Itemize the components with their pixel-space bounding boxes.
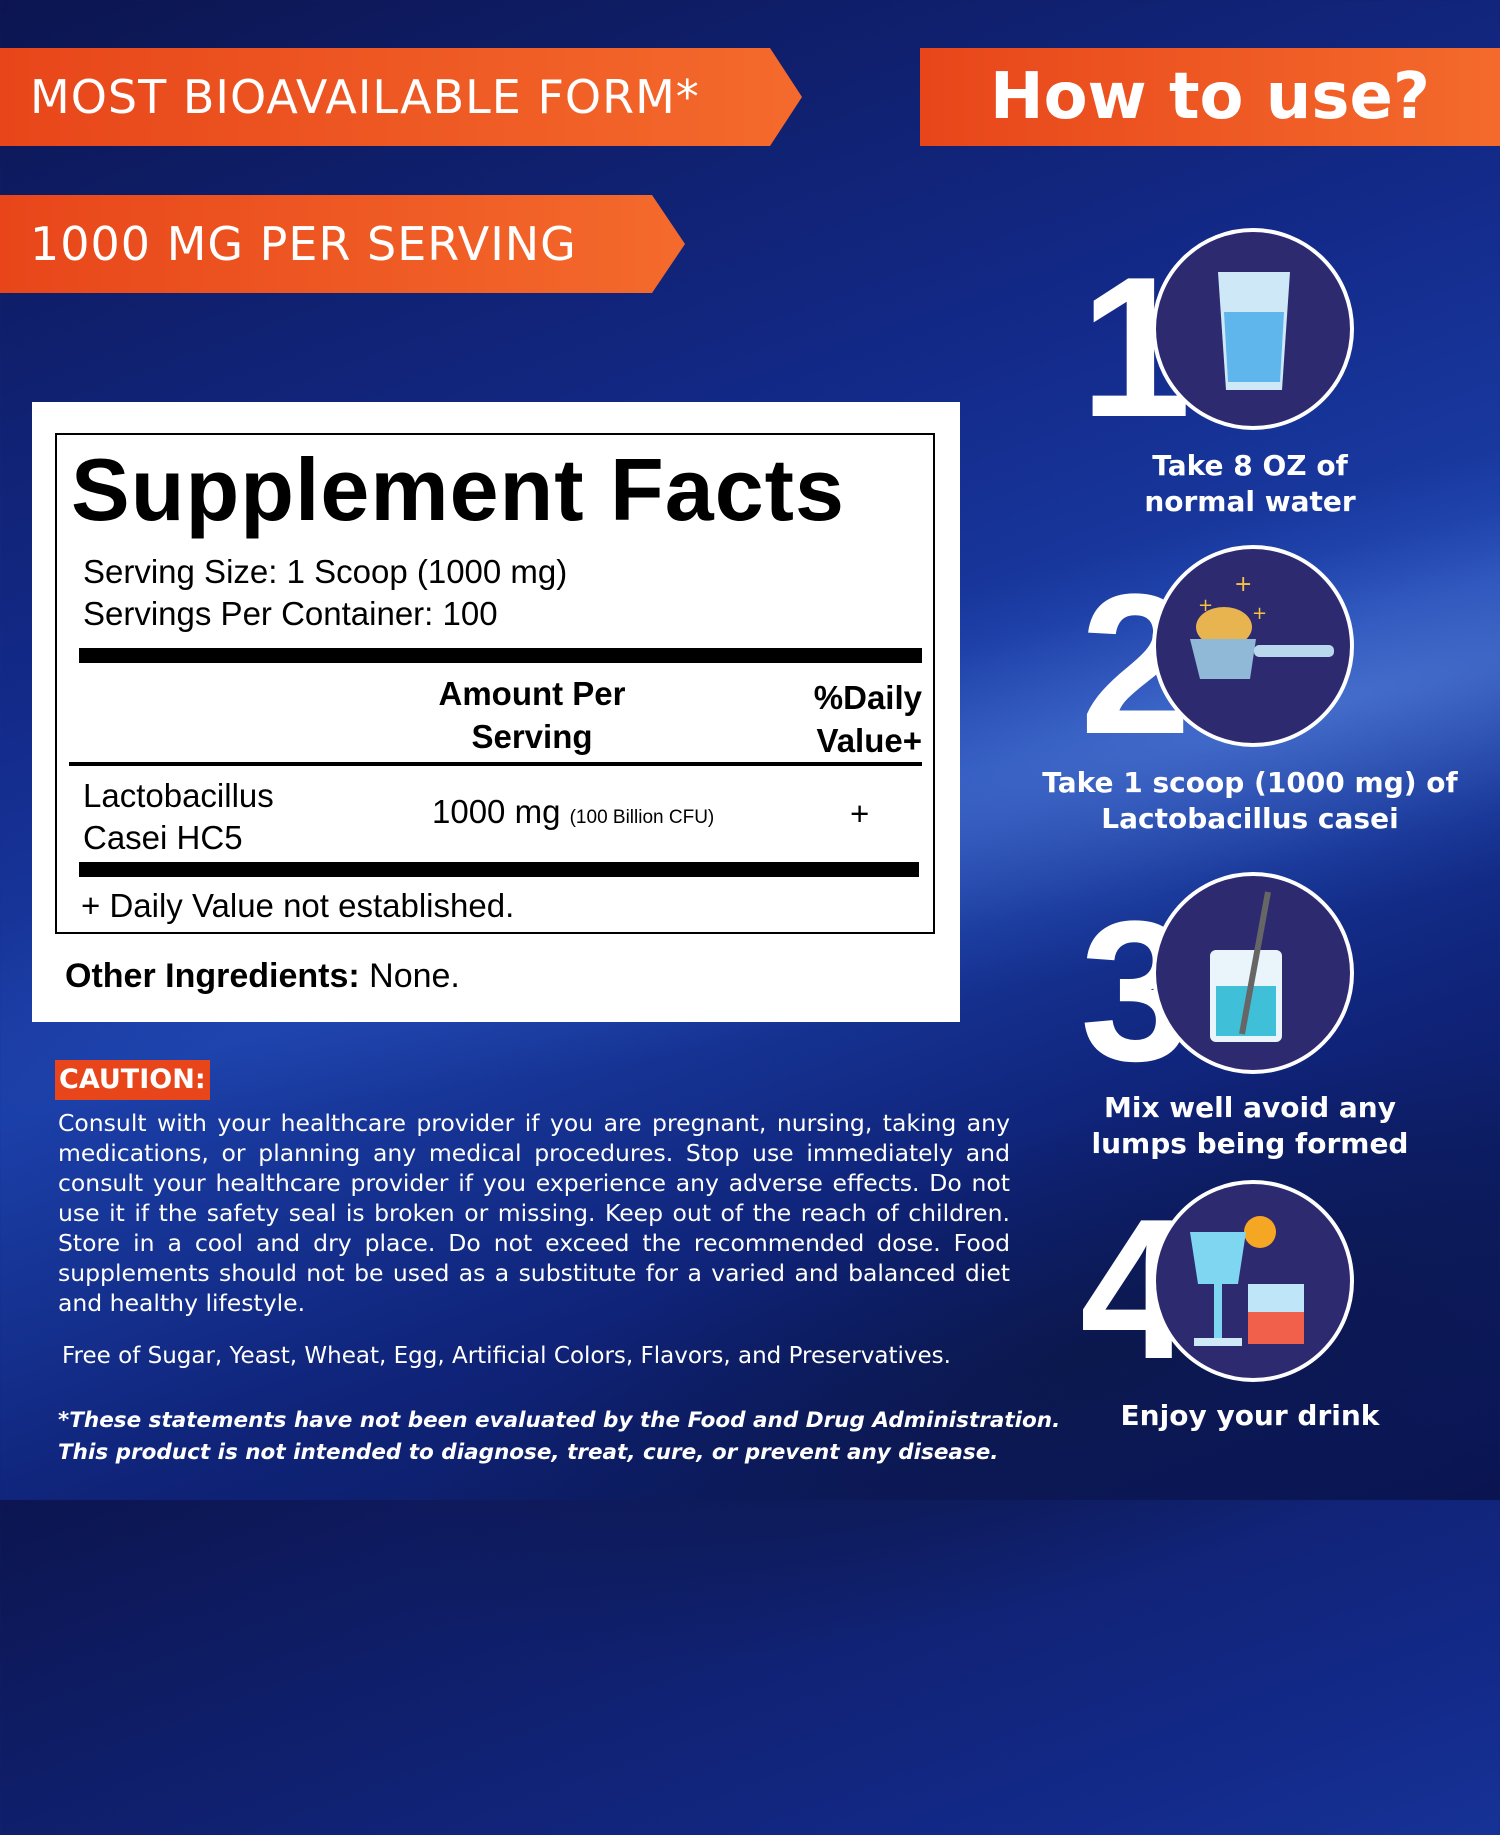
step-text: Take 1 scoop (1000 mg) of Lactobacillus c… xyxy=(1042,766,1458,835)
step-3: 3 Mix well avoid any lumps being formed xyxy=(1050,872,1470,1172)
bioavailable-banner: MOST BIOAVAILABLE FORM* xyxy=(0,48,802,146)
footnote: + Daily Value not established. xyxy=(81,887,515,924)
divider xyxy=(69,762,922,766)
per-serving-banner: 1000 MG PER SERVING xyxy=(0,195,685,293)
banner-text: MOST BIOAVAILABLE FORM* xyxy=(30,70,700,124)
svg-text:+: + xyxy=(1252,603,1267,624)
supplement-facts-box: Supplement Facts Serving Size: 1 Scoop (… xyxy=(55,433,935,934)
svg-text:+: + xyxy=(1198,595,1213,616)
ingredient-name: Lactobacillus Casei HC5 xyxy=(83,777,274,856)
ingredient-amount: 1000 mg (100 Billion CFU) xyxy=(432,793,715,830)
supplement-facts-panel: Supplement Facts Serving Size: 1 Scoop (… xyxy=(32,402,960,1022)
other-ingredients: Other Ingredients: None. xyxy=(65,957,460,995)
daily-value-header: %Daily Value+ xyxy=(813,679,922,759)
ingredient-dv: + xyxy=(850,795,870,832)
amount-header: Amount Per Serving xyxy=(438,675,626,755)
divider xyxy=(79,862,919,877)
facts-title: Supplement Facts xyxy=(71,440,845,539)
caution-text: Consult with your healthcare provider if… xyxy=(58,1109,1010,1317)
banner-text: 1000 MG PER SERVING xyxy=(30,217,577,271)
scoop-icon: + + + xyxy=(1152,545,1354,747)
banner-text: How to use? xyxy=(990,60,1430,134)
serving-size: Serving Size: 1 Scoop (1000 mg) xyxy=(83,553,568,590)
how-to-use-banner: How to use? xyxy=(920,48,1500,146)
drinks-icon xyxy=(1152,1180,1354,1382)
step-text: Mix well avoid any lumps being formed xyxy=(1091,1091,1409,1160)
step-text: Take 8 OZ of normal water xyxy=(1144,449,1356,518)
mixing-cup-icon xyxy=(1152,872,1354,1074)
svg-text:+: + xyxy=(1234,572,1252,597)
step-4: 4 Enjoy your drink xyxy=(1050,1180,1470,1450)
step-text: Enjoy your drink xyxy=(1120,1399,1380,1432)
servings-per-container: Servings Per Container: 100 xyxy=(83,595,498,632)
free-of-text: Free of Sugar, Yeast, Wheat, Egg, Artifi… xyxy=(62,1343,951,1369)
fda-disclaimer: *These statements have not been evaluate… xyxy=(58,1408,1061,1465)
caution-label: CAUTION: xyxy=(55,1060,210,1100)
water-glass-icon xyxy=(1152,228,1354,430)
divider xyxy=(79,648,922,663)
step-1: 1 Take 8 OZ of normal water xyxy=(1050,228,1470,528)
step-2: 2 + + + Take 1 scoop (1000 mg) of Lactobaci… xyxy=(1042,545,1470,845)
